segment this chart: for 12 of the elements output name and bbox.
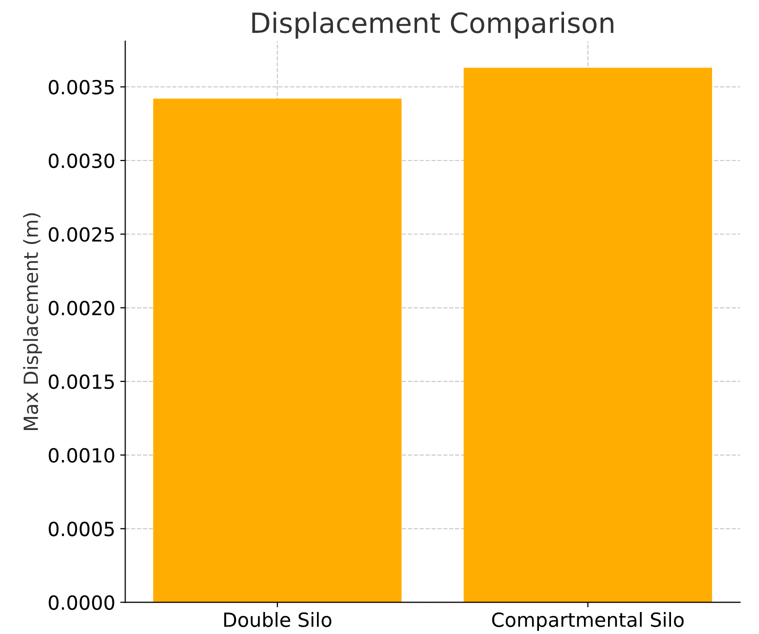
chart-title: Displacement Comparison: [252, 12, 614, 39]
x-tick-label: Compartmental Silo: [492, 612, 684, 631]
y-tick-label: 0.0035: [48, 80, 114, 95]
y-tick-label: 0.0010: [48, 448, 114, 463]
y-tick-label: 0.0020: [48, 300, 114, 316]
y-axis-title: Max Displacement (m): [23, 213, 42, 430]
y-tick-label: 0.0030: [48, 153, 114, 168]
y-tick-label: 0.0025: [48, 227, 114, 242]
y-tick-label: 0.0015: [48, 374, 114, 390]
y-tick-label: 0.0000: [48, 595, 114, 610]
x-tick-label: Double Silo: [224, 612, 332, 628]
y-tick-label: 0.0005: [48, 522, 114, 536]
